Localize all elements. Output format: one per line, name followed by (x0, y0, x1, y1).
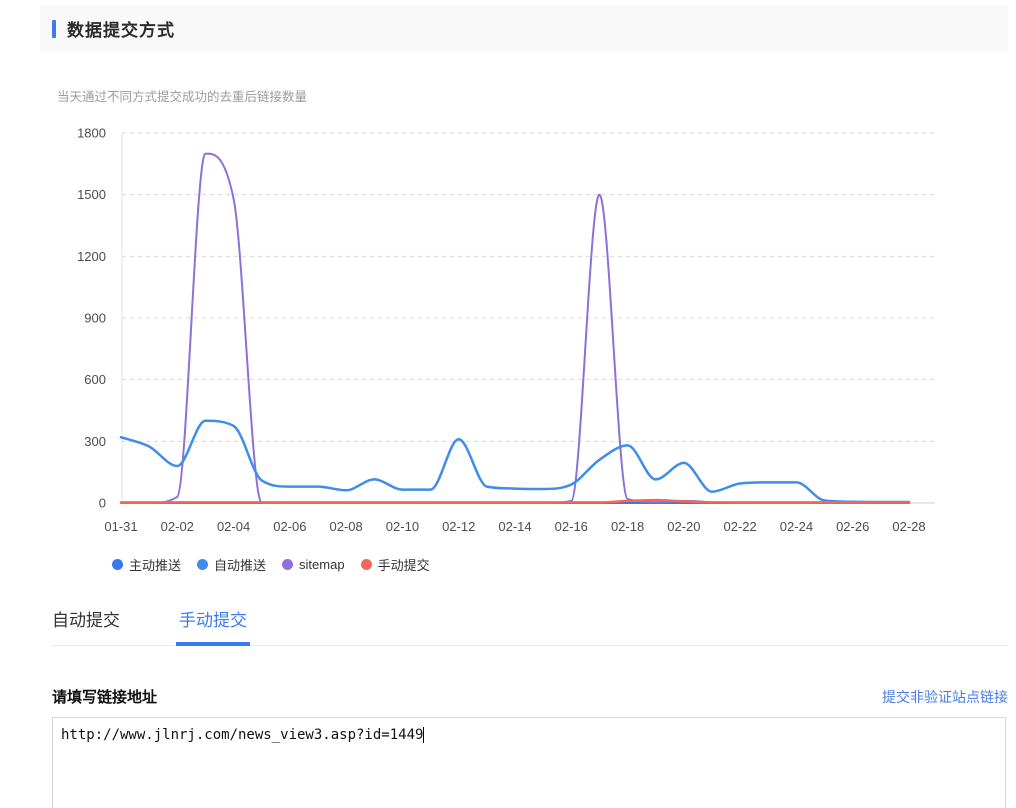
x-tick-label: 02-10 (386, 519, 419, 534)
text-cursor (423, 727, 425, 743)
x-tick-label: 02-16 (555, 519, 588, 534)
x-tick-label: 02-14 (498, 519, 531, 534)
series-line-sitemap (120, 152, 910, 504)
x-tick-label: 02-20 (667, 519, 700, 534)
x-tick-label: 02-06 (273, 519, 306, 534)
chart-subtitle: 当天通过不同方式提交成功的去重后链接数量 (57, 90, 308, 104)
legend-label: 自动推送 (214, 558, 267, 573)
legend-item-manual-submit[interactable]: 手动提交 (360, 555, 430, 574)
y-tick-label: 1800 (77, 126, 106, 141)
tab-auto-submit[interactable]: 自动提交 (52, 611, 120, 630)
y-tick-label: 0 (99, 496, 106, 511)
page-title: 数据提交方式 (67, 21, 175, 40)
x-tick-label: 02-22 (724, 519, 757, 534)
legend-label: sitemap (299, 557, 345, 572)
y-tick-label: 900 (84, 311, 106, 326)
x-tick-label: 02-08 (330, 519, 363, 534)
y-tick-label: 600 (84, 372, 106, 387)
y-tick-label: 1500 (77, 187, 106, 202)
form-label: 请填写链接地址 (52, 689, 158, 706)
x-tick-label: 02-18 (611, 519, 644, 534)
submission-line-chart: 0 300 600 900 1200 1500 1800 01-31 02-02 02-04 02-… (77, 126, 935, 534)
y-tick-label: 1200 (77, 249, 106, 264)
x-tick-label: 01-31 (104, 519, 137, 534)
x-tick-label: 02-28 (892, 519, 925, 534)
series-line-manual-submit (119, 498, 911, 504)
legend-label: 手动提交 (377, 558, 430, 573)
accent-bar (52, 19, 56, 38)
tab-manual-submit[interactable]: 手动提交 (176, 606, 250, 646)
x-tick-label: 02-04 (217, 519, 250, 534)
chart-legend: 主动推送 自动推送 sitemap 手动提交 (112, 555, 430, 574)
tab-bar: 自动提交 手动提交 (52, 606, 1008, 646)
legend-dot-auto-push-icon (197, 559, 209, 570)
y-tick-label: 300 (84, 434, 106, 449)
unverified-site-link[interactable]: 提交非验证站点链接 (882, 689, 1008, 705)
legend-dot-active-push-icon (112, 559, 123, 570)
link-input-value: http://www.jlnrj.com/news_view3.asp?id=1… (61, 727, 424, 743)
legend-item-active-push[interactable]: 主动推送 (112, 555, 181, 574)
x-tick-label: 02-24 (780, 519, 813, 534)
x-tick-label: 02-02 (161, 519, 194, 534)
legend-dot-manual-submit-icon (360, 559, 372, 570)
section-header: 数据提交方式 (40, 5, 1008, 52)
legend-item-sitemap[interactable]: sitemap (282, 557, 345, 572)
x-tick-label: 02-26 (836, 519, 869, 534)
x-tick-label: 02-12 (442, 519, 475, 534)
link-textarea[interactable]: http://www.jlnrj.com/news_view3.asp?id=1… (52, 717, 1006, 808)
legend-dot-sitemap-icon (282, 559, 294, 570)
legend-label: 主动推送 (129, 558, 182, 573)
series-line-auto-push (119, 419, 911, 504)
legend-item-auto-push[interactable]: 自动推送 (197, 555, 266, 574)
